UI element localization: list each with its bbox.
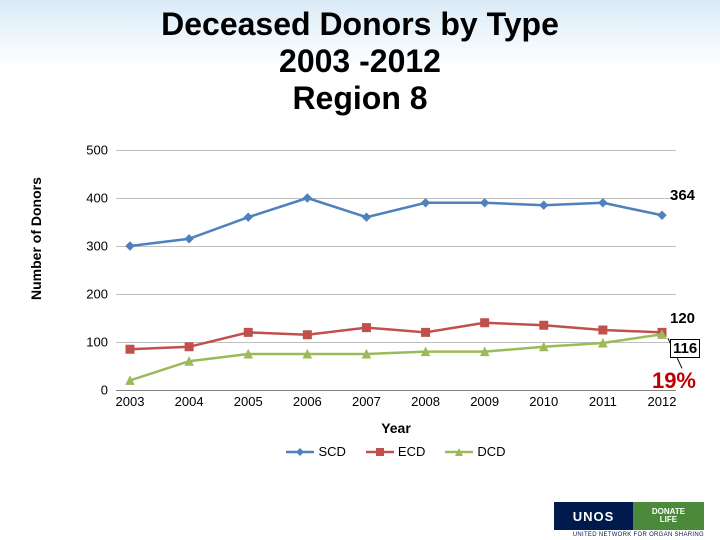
x-tick-label: 2005 bbox=[234, 394, 263, 409]
marker-ecd bbox=[126, 345, 134, 353]
legend-item-scd: SCD bbox=[286, 444, 345, 459]
marker-ecd bbox=[303, 331, 311, 339]
legend-item-dcd: DCD bbox=[445, 444, 505, 459]
legend-item-ecd: ECD bbox=[366, 444, 425, 459]
y-tick-label: 0 bbox=[68, 383, 108, 398]
data-label: 116 bbox=[670, 339, 700, 358]
x-tick-label: 2003 bbox=[116, 394, 145, 409]
data-label: 364 bbox=[670, 187, 695, 204]
legend-marker-icon bbox=[286, 446, 314, 458]
legend-marker-icon bbox=[445, 446, 473, 458]
marker-ecd bbox=[244, 328, 252, 336]
marker-ecd bbox=[185, 343, 193, 351]
title-line-1: Deceased Donors by Type bbox=[0, 6, 720, 43]
marker-scd bbox=[540, 201, 548, 209]
marker-scd bbox=[244, 213, 252, 221]
x-axis-label: Year bbox=[116, 420, 676, 436]
title-line-2: 2003 -2012 bbox=[0, 43, 720, 80]
y-axis-label: Number of Donors bbox=[28, 177, 44, 300]
data-label: 120 bbox=[670, 310, 695, 327]
y-tick-label: 300 bbox=[68, 239, 108, 254]
marker-ecd bbox=[481, 319, 489, 327]
marker-ecd bbox=[362, 324, 370, 332]
series-line-scd bbox=[130, 198, 662, 246]
x-tick-label: 2009 bbox=[470, 394, 499, 409]
marker-ecd bbox=[422, 328, 430, 336]
x-tick-label: 2008 bbox=[411, 394, 440, 409]
marker-ecd bbox=[599, 326, 607, 334]
chart-area: Number of Donors 364120116 Year SCDECDDC… bbox=[36, 150, 676, 450]
unos-logo-left: UNOS bbox=[554, 502, 633, 530]
legend: SCD ECD DCD bbox=[116, 444, 676, 461]
unos-logo-right: DONATE LIFE bbox=[633, 502, 704, 530]
callout-percent: 19% bbox=[652, 368, 696, 394]
title-line-3: Region 8 bbox=[0, 80, 720, 117]
x-tick-label: 2007 bbox=[352, 394, 381, 409]
marker-ecd bbox=[540, 321, 548, 329]
x-tick-label: 2011 bbox=[589, 394, 617, 409]
unos-logo-subtitle: UNITED NETWORK FOR ORGAN SHARING bbox=[573, 532, 704, 538]
marker-scd bbox=[422, 199, 430, 207]
marker-scd bbox=[362, 213, 370, 221]
plot-region: 364120116 bbox=[116, 150, 676, 390]
x-tick-label: 2004 bbox=[175, 394, 204, 409]
marker-scd bbox=[658, 211, 666, 219]
x-tick-label: 2010 bbox=[529, 394, 558, 409]
legend-label: ECD bbox=[398, 444, 425, 459]
marker-scd bbox=[599, 199, 607, 207]
marker-scd bbox=[185, 235, 193, 243]
x-tick-label: 2012 bbox=[648, 394, 677, 409]
marker-scd bbox=[481, 199, 489, 207]
unos-logo: UNOS DONATE LIFE bbox=[554, 502, 704, 530]
slide-title: Deceased Donors by Type 2003 -2012 Regio… bbox=[0, 0, 720, 116]
legend-label: DCD bbox=[477, 444, 505, 459]
donate-bot: LIFE bbox=[660, 516, 677, 524]
chart-svg bbox=[116, 150, 696, 400]
legend-marker-icon bbox=[366, 446, 394, 458]
y-tick-label: 100 bbox=[68, 335, 108, 350]
legend-label: SCD bbox=[318, 444, 345, 459]
y-tick-label: 200 bbox=[68, 287, 108, 302]
y-tick-label: 500 bbox=[68, 143, 108, 158]
x-tick-label: 2006 bbox=[293, 394, 322, 409]
y-tick-label: 400 bbox=[68, 191, 108, 206]
marker-scd bbox=[303, 194, 311, 202]
marker-scd bbox=[126, 242, 134, 250]
